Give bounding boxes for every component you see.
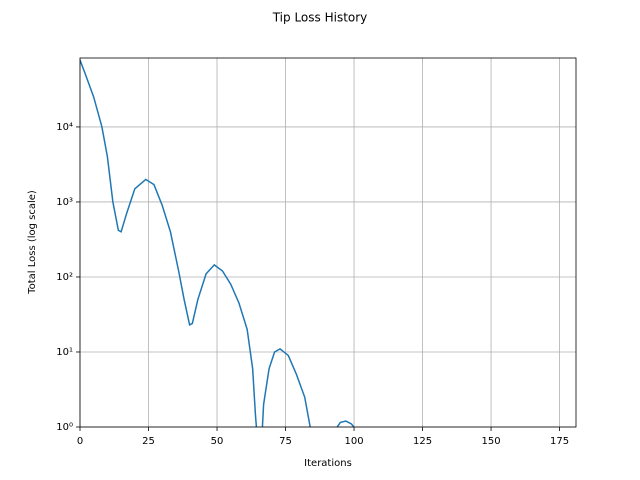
x-tick-label: 25 xyxy=(142,436,155,447)
y-axis-label: Total Loss (log scale) xyxy=(27,190,38,295)
plot-frame xyxy=(79,57,577,428)
x-tick-label: 0 xyxy=(77,436,83,447)
x-tick-label: 50 xyxy=(211,436,224,447)
y-tick-label: 10⁰ xyxy=(56,422,73,433)
x-tick-label: 100 xyxy=(344,436,363,447)
x-tick-label: 150 xyxy=(482,436,501,447)
y-tick-label: 10⁴ xyxy=(56,122,73,133)
x-axis-label: Iterations xyxy=(304,458,352,469)
x-tick-label: 125 xyxy=(413,436,432,447)
y-tick-label: 10¹ xyxy=(56,347,73,358)
x-tick-label: 75 xyxy=(279,436,292,447)
y-tick-label: 10³ xyxy=(56,197,73,208)
y-tick-label: 10² xyxy=(56,272,73,283)
data-line xyxy=(80,59,355,427)
x-tick-label: 175 xyxy=(550,436,569,447)
chart-title: Tip Loss History xyxy=(272,11,368,25)
